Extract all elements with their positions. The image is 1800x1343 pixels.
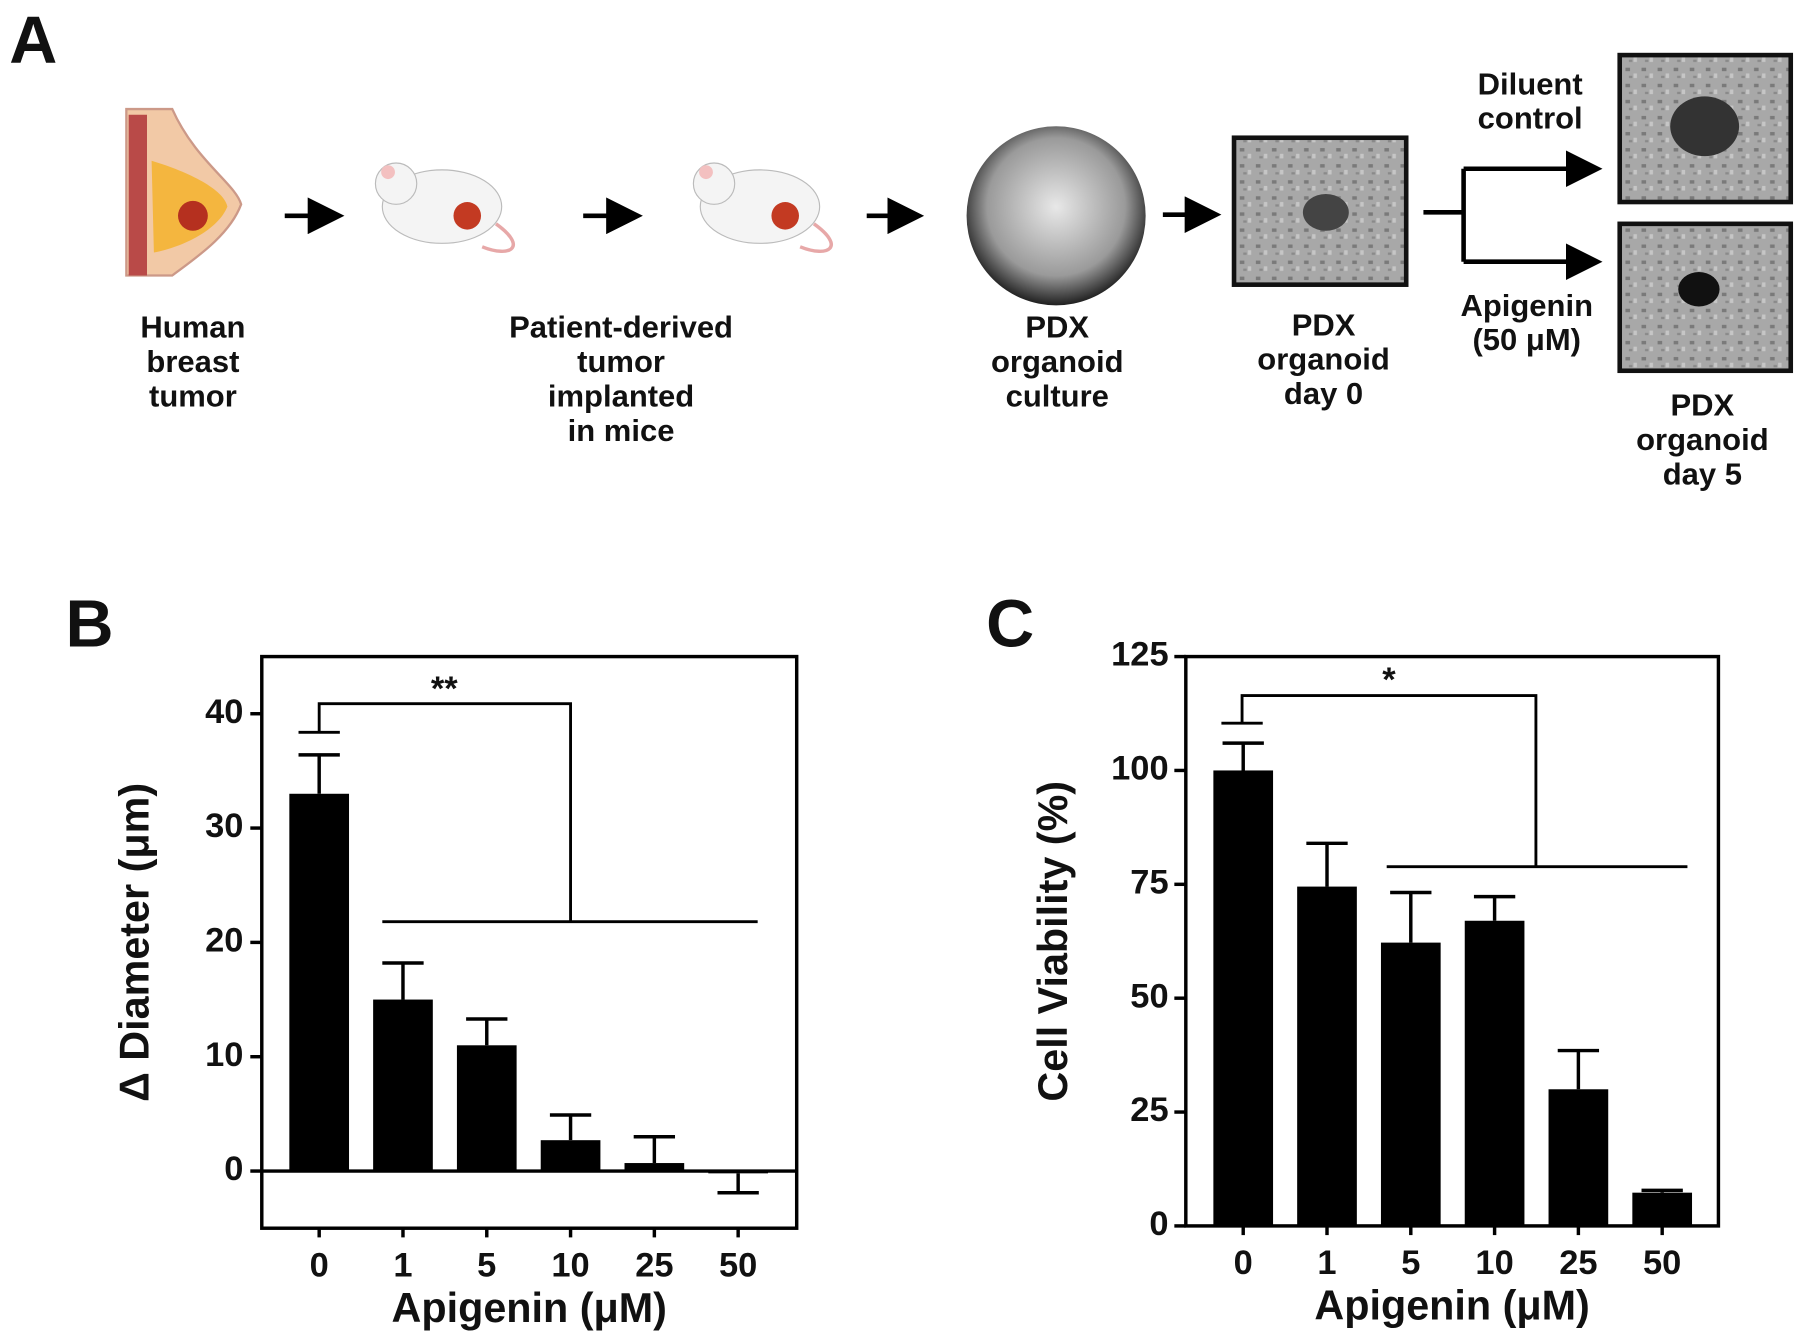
step-label: organoid: [1257, 342, 1390, 377]
step-label: implanted: [548, 378, 694, 413]
significance-bracket: [298, 702, 758, 924]
step-label: Diluent: [1478, 66, 1583, 101]
step-label: control: [1478, 101, 1583, 136]
y-tick-label: 0: [1149, 1205, 1168, 1243]
error-bar: [1390, 890, 1432, 943]
x-tick-label: 10: [1475, 1244, 1513, 1282]
bar: [1213, 770, 1274, 1226]
bar: [1464, 920, 1525, 1226]
mouse-icon: [374, 162, 515, 253]
y-tick-label: 30: [205, 807, 243, 845]
mouse-icon: [692, 162, 833, 253]
panel-label: B: [66, 588, 114, 662]
step-label: PDX: [1670, 388, 1734, 423]
arrows: [284, 150, 1603, 281]
step-label: day 5: [1663, 457, 1742, 492]
y-tick-label: 20: [205, 921, 243, 959]
error-bar: [1473, 894, 1516, 921]
step-label: in mice: [568, 413, 675, 448]
x-axis-title: Apigenin (μM): [392, 1285, 667, 1331]
y-tick-label: 100: [1111, 750, 1168, 788]
y-tick-label: 25: [1130, 1091, 1168, 1129]
panel-label: C: [986, 588, 1034, 662]
bar: [1297, 886, 1357, 1226]
error-bar: [717, 1173, 759, 1195]
x-axis-title: Apigenin (μM): [1314, 1282, 1589, 1328]
x-tick-label: 50: [1643, 1244, 1681, 1282]
y-tick-label: 40: [205, 693, 243, 731]
bar: [456, 1045, 517, 1172]
bar: [540, 1140, 601, 1172]
bar: [708, 1171, 768, 1174]
breast-icon: [125, 107, 243, 277]
x-tick-label: 25: [635, 1246, 673, 1284]
bar: [373, 999, 433, 1172]
x-tick-label: 1: [1317, 1244, 1336, 1282]
y-tick-label: 125: [1111, 636, 1168, 674]
significance-label: *: [1382, 661, 1396, 699]
bar: [1632, 1192, 1693, 1226]
y-tick-label: 10: [205, 1036, 243, 1074]
y-tick-label: 75: [1130, 863, 1168, 901]
step-label: Human: [140, 310, 245, 345]
error-bar: [633, 1135, 676, 1164]
step-label: Patient-derived: [509, 310, 733, 345]
bar: [289, 793, 350, 1172]
x-tick-label: 0: [310, 1246, 329, 1284]
step-label: tumor: [577, 344, 665, 379]
step-label: PDX: [1292, 307, 1356, 342]
error-bar: [382, 961, 424, 1000]
bar: [1380, 942, 1441, 1226]
y-tick-label: 0: [224, 1150, 243, 1188]
step-label: PDX: [1025, 310, 1089, 345]
step-label: tumor: [149, 378, 237, 413]
step-label: organoid: [991, 344, 1124, 379]
step-label: culture: [1006, 378, 1109, 413]
x-tick-label: 10: [551, 1246, 589, 1284]
significance-label: **: [431, 670, 458, 708]
y-axis-title: Cell Viability (%): [1030, 781, 1076, 1102]
y-tick-label: 50: [1130, 977, 1168, 1015]
y-axis-title: Δ Diameter (μm): [112, 783, 158, 1102]
significance-bracket: [1221, 694, 1688, 869]
error-bar: [1222, 741, 1264, 771]
step-label: organoid: [1636, 422, 1769, 457]
step-label: Apigenin: [1460, 288, 1593, 323]
error-bar: [298, 753, 340, 794]
organoid-image: [1231, 52, 1794, 374]
x-tick-label: 1: [393, 1246, 412, 1284]
x-tick-label: 5: [477, 1246, 496, 1284]
bar: [624, 1163, 685, 1172]
step-label: (50 μM): [1472, 322, 1580, 357]
x-tick-label: 5: [1401, 1244, 1420, 1282]
x-tick-label: 0: [1234, 1244, 1253, 1282]
step-label: breast: [146, 344, 239, 379]
error-bar: [1306, 841, 1348, 887]
error-bar: [1557, 1048, 1600, 1090]
organoid-dish: [966, 126, 1146, 306]
plot-frame: [1184, 654, 1721, 1228]
bar: [1548, 1089, 1609, 1226]
panel-label: A: [9, 4, 57, 78]
step-label: day 0: [1284, 376, 1363, 411]
x-tick-label: 25: [1559, 1244, 1597, 1282]
x-tick-label: 50: [719, 1246, 757, 1284]
error-bar: [1641, 1188, 1683, 1193]
error-bar: [466, 1017, 508, 1046]
error-bar: [549, 1113, 592, 1141]
